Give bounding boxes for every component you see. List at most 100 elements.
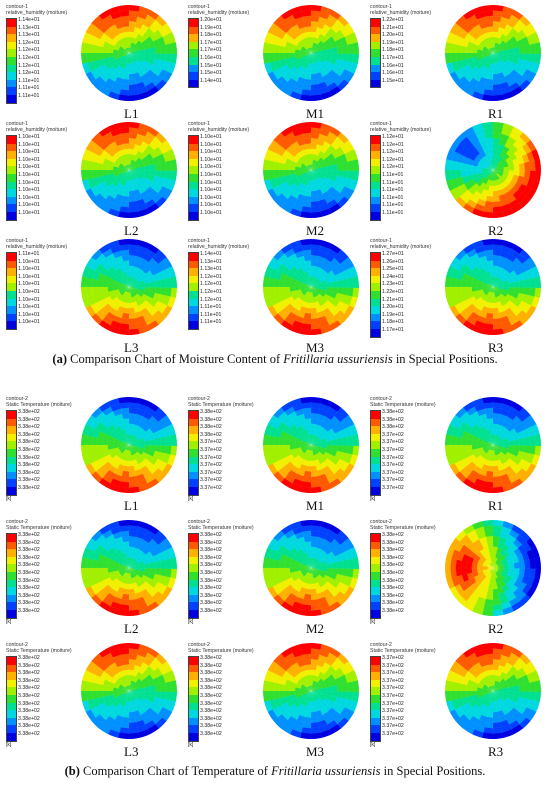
legend-tick-label: 1.10e+01 (200, 210, 222, 216)
legend-tick-label: 1.12e+01 (18, 55, 40, 61)
legend-colorbar (370, 410, 381, 496)
legend-colorbar (6, 18, 17, 104)
legend-tick-label: 3.38e+02 (18, 700, 40, 707)
legend-tick-label: 3.37e+02 (382, 655, 404, 661)
contour-disk (81, 520, 177, 616)
color-legend: contour-2 Static Temperature (moiture) 3.… (188, 396, 258, 504)
legend-color-swatch (189, 411, 198, 419)
legend-color-swatch (7, 687, 16, 695)
legend-tick-label: 1.10e+01 (18, 281, 40, 288)
legend-color-swatch (371, 268, 380, 276)
legend-tick-label: 3.38e+02 (382, 600, 404, 607)
legend-color-swatch (371, 456, 380, 465)
legend-color-swatch (7, 34, 16, 42)
legend-tick-label: 3.38e+02 (382, 547, 404, 554)
legend-title: contour-2 Static Temperature (moiture) (6, 642, 72, 654)
contour-disk (263, 520, 359, 616)
legend-tick-label: 3.38e+02 (382, 416, 404, 423)
legend-tick-label: 3.37e+02 (382, 723, 404, 730)
legend-color-swatch (371, 672, 380, 680)
position-label: M1 (306, 498, 325, 513)
legend-tick-label: 3.38e+02 (382, 539, 404, 546)
position-label: L1 (124, 498, 139, 513)
legend-tick-label: 3.38e+02 (200, 592, 222, 599)
legend-color-swatch (7, 479, 16, 487)
legend-tick-label: 1.18e+01 (382, 319, 404, 326)
legend-tick-label: 3.38e+02 (18, 608, 40, 614)
legend-tick-label: 3.38e+02 (18, 431, 40, 438)
legend-tick-label: 1.10e+01 (200, 194, 222, 201)
legend-tick-label: 1.10e+01 (18, 172, 40, 178)
legend-color-swatch (189, 19, 198, 27)
legend-tick-label: 1.11e+01 (382, 179, 404, 186)
contour-tile-a-l1: contour-1 relative_humidity (moiture) 1.1… (4, 2, 187, 121)
legend-tick-label: 3.37e+02 (382, 469, 404, 476)
contour-disk (81, 122, 177, 218)
legend-tick-label: 3.37e+02 (200, 485, 222, 491)
legend-color-swatch (189, 609, 198, 618)
legend-color-swatch (371, 664, 380, 673)
legend-tick-label: 3.38e+02 (200, 431, 222, 438)
legend-tick-label: 3.38e+02 (200, 570, 222, 576)
legend-tick-label: 1.12e+01 (18, 47, 40, 54)
legend-tick-label: 1.10e+01 (18, 134, 40, 140)
legend-tick-label: 1.26e+01 (382, 258, 404, 265)
legend-tick-label: 1.10e+01 (200, 156, 222, 163)
legend-tick-label: 3.38e+02 (18, 600, 40, 607)
contour-disk (263, 5, 359, 101)
contour-disk (81, 397, 177, 493)
legend-color-swatch (7, 657, 16, 665)
legend-tick-label: 3.38e+02 (382, 424, 404, 431)
legend-color-swatch (189, 275, 198, 284)
legend-color-swatch (189, 602, 198, 610)
legend-color-swatch (371, 26, 380, 35)
legend-unit: [k] (370, 741, 376, 748)
legend-color-swatch (371, 283, 380, 291)
legend-color-swatch (7, 534, 16, 542)
legend-color-swatch (189, 471, 198, 480)
color-legend: contour-1 relative_humidity (moiture) 1.1… (370, 121, 440, 229)
legend-color-swatch (371, 290, 380, 299)
legend-tick-label: 1.10e+01 (18, 266, 40, 273)
legend-tick-label: 1.24e+01 (382, 273, 404, 280)
legend-tick-label: 1.15e+01 (200, 70, 222, 77)
legend-tick-label: 3.38e+02 (18, 670, 40, 677)
legend-tick-label: 1.10e+01 (200, 179, 222, 186)
legend-tick-label: 1.19e+01 (200, 24, 222, 31)
legend-color-swatch (371, 158, 380, 167)
legend-tick-label: 3.38e+02 (200, 539, 222, 546)
legend-tick-label: 1.10e+01 (200, 172, 222, 178)
contour-tile-b-l3: contour-2 Static Temperature (moiture) 3.… (4, 640, 187, 763)
legend-tick-label: 1.10e+01 (18, 296, 40, 303)
caption-a-suffix: in Special Positions. (392, 352, 498, 366)
legend-title: contour-2 Static Temperature (moiture) (188, 519, 254, 531)
legend-tick-label: 1.13e+01 (200, 258, 222, 265)
position-label: R1 (488, 498, 504, 513)
legend-color-swatch (7, 594, 16, 603)
legend-colorbar (188, 135, 199, 221)
legend-color-swatch (371, 448, 380, 457)
legend-tick-label: 3.38e+02 (18, 469, 40, 476)
legend-color-swatch (7, 143, 16, 152)
legend-color-swatch (189, 687, 198, 695)
legend-color-swatch (189, 702, 198, 711)
color-legend: contour-2 Static Temperature (moiture) 3.… (6, 642, 76, 750)
legend-color-swatch (7, 694, 16, 703)
legend-tick-label: 1.22e+01 (382, 17, 404, 23)
legend-color-swatch (371, 433, 380, 442)
legend-tick-label: 1.11e+01 (18, 93, 40, 99)
legend-color-swatch (7, 433, 16, 442)
legend-tick-label: 1.13e+01 (18, 32, 40, 39)
legend-tick-label: 3.37e+02 (200, 462, 222, 469)
legend-colorbar (370, 135, 381, 221)
legend-color-swatch (189, 41, 198, 50)
legend-color-swatch (7, 26, 16, 35)
caption-b-suffix: in Special Positions. (380, 764, 486, 778)
legend-colorbar (188, 656, 199, 742)
contour-disk (263, 397, 359, 493)
legend-title: contour-2 Static Temperature (moiture) (6, 519, 72, 531)
legend-title: contour-2 Static Temperature (moiture) (188, 396, 254, 408)
contour-tile-b-l2: contour-2 Static Temperature (moiture) 3.… (4, 517, 187, 640)
legend-color-swatch (189, 679, 198, 688)
legend-tick-label: 1.12e+01 (382, 164, 404, 171)
